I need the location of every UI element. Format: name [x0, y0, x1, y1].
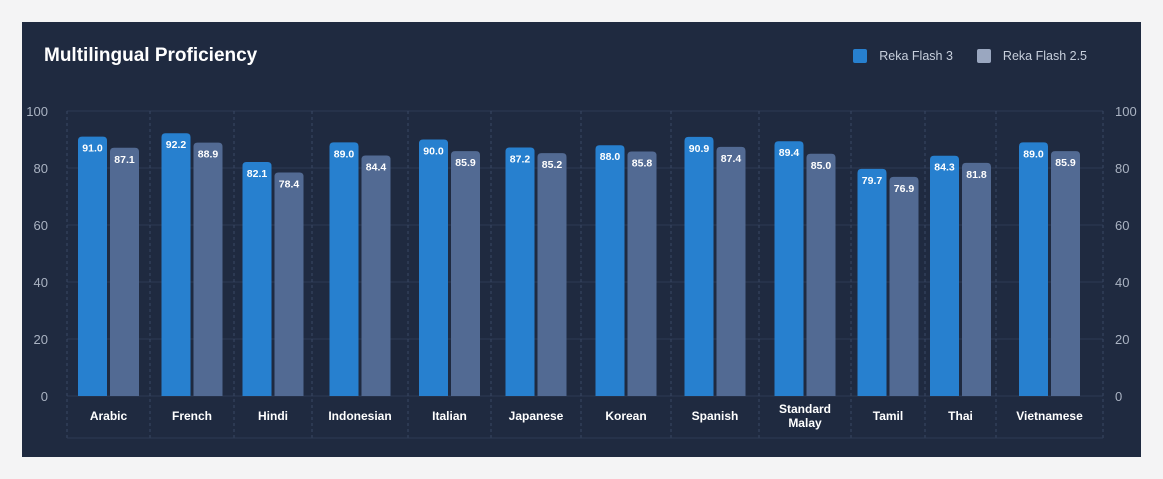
x-tick-label-tamil: Tamil [873, 409, 903, 423]
data-label-vietnamese-series-1: 85.9 [1055, 157, 1076, 169]
data-label-standard-malay-series-0: 89.4 [779, 147, 800, 159]
bar-arabic-series-1 [110, 147, 139, 396]
y-tick-right-20: 20 [1115, 332, 1129, 347]
data-label-spanish-series-1: 87.4 [721, 153, 742, 165]
y-tick-right-0: 0 [1115, 389, 1122, 404]
bar-japanese-series-0 [505, 147, 535, 396]
data-label-french-series-0: 92.2 [166, 139, 187, 151]
data-label-japanese-series-0: 87.2 [510, 153, 531, 165]
data-label-japanese-series-1: 85.2 [542, 159, 563, 171]
data-label-italian-series-1: 85.9 [455, 157, 476, 169]
bar-italian-series-0 [419, 139, 448, 396]
bar-standard-malay-series-1 [806, 153, 836, 396]
y-tick-left-20: 20 [34, 332, 48, 347]
legend: Reka Flash 3 Reka Flash 2.5 [853, 49, 1087, 63]
bar-indonesian-series-0 [329, 142, 359, 396]
x-tick-label-thai: Thai [948, 409, 973, 423]
bar-hindi-series-1 [274, 172, 304, 396]
data-label-french-series-1: 88.9 [198, 149, 219, 161]
data-label-korean-series-0: 88.0 [600, 151, 621, 163]
bar-vietnamese-series-0 [1019, 142, 1048, 396]
bar-japanese-series-1 [537, 153, 567, 396]
x-tick-label-japanese: Japanese [509, 409, 564, 423]
chart-card: Multilingual Proficiency Reka Flash 3 Re… [22, 22, 1141, 457]
x-tick-label-korean: Korean [605, 409, 646, 423]
data-label-hindi-series-1: 78.4 [279, 179, 300, 191]
bar-standard-malay-series-0 [774, 141, 804, 396]
bar-spanish-series-1 [716, 146, 746, 396]
data-label-spanish-series-0: 90.9 [689, 143, 710, 155]
bar-french-series-0 [161, 133, 191, 396]
data-label-standard-malay-series-1: 85.0 [811, 160, 832, 172]
y-tick-right-60: 60 [1115, 218, 1129, 233]
y-tick-left-100: 100 [26, 104, 48, 119]
legend-item-reka-flash-2-5: Reka Flash 2.5 [976, 49, 1087, 63]
data-label-arabic-series-1: 87.1 [114, 154, 135, 166]
bar-vietnamese-series-1 [1051, 151, 1080, 396]
data-label-thai-series-1: 81.8 [966, 169, 987, 181]
y-tick-left-60: 60 [34, 218, 48, 233]
legend-label-reka-flash-2-5: Reka Flash 2.5 [1002, 49, 1087, 63]
x-tick-label-standard-malay-line-1: Malay [788, 416, 822, 430]
bar-thai-series-1 [962, 162, 991, 396]
x-tick-label-italian: Italian [432, 409, 467, 423]
data-label-korean-series-1: 85.8 [632, 157, 653, 169]
bar-chart: 0 0 20 20 40 40 60 60 80 80 100 100 91.0 87.1 Arabic 92… [26, 104, 1137, 439]
data-label-indonesian-series-1: 84.4 [366, 161, 387, 173]
x-tick-label-french: French [172, 409, 212, 423]
y-tick-right-40: 40 [1115, 275, 1129, 290]
data-label-arabic-series-0: 91.0 [82, 143, 103, 155]
legend-label-reka-flash-3: Reka Flash 3 [879, 49, 953, 63]
bar-korean-series-0 [595, 145, 625, 396]
data-label-thai-series-0: 84.3 [934, 162, 955, 174]
bar-arabic-series-0 [78, 136, 107, 396]
x-tick-label-spanish: Spanish [692, 409, 739, 423]
y-tick-left-40: 40 [34, 275, 48, 290]
legend-item-reka-flash-3: Reka Flash 3 [853, 49, 953, 63]
x-tick-label-vietnamese: Vietnamese [1016, 409, 1083, 423]
bar-thai-series-0 [930, 155, 959, 396]
bar-tamil-series-0 [857, 168, 887, 396]
data-label-indonesian-series-0: 89.0 [334, 148, 355, 160]
y-tick-right-100: 100 [1115, 104, 1137, 119]
chart-title: Multilingual Proficiency [44, 45, 258, 66]
bar-hindi-series-0 [242, 162, 272, 396]
data-label-italian-series-0: 90.0 [423, 146, 444, 158]
data-label-tamil-series-0: 79.7 [862, 175, 883, 187]
x-tick-label-standard-malay-line-0: Standard [779, 402, 831, 416]
bar-indonesian-series-1 [361, 155, 391, 396]
bar-french-series-1 [193, 142, 223, 396]
y-tick-left-0: 0 [41, 389, 48, 404]
x-tick-label-hindi: Hindi [258, 409, 288, 423]
legend-swatch-reka-flash-3 [853, 49, 868, 63]
y-tick-left-80: 80 [34, 161, 48, 176]
bar-korean-series-1 [627, 151, 657, 396]
x-tick-label-arabic: Arabic [90, 409, 128, 423]
bar-spanish-series-0 [684, 136, 714, 396]
x-tick-label-indonesian: Indonesian [328, 409, 391, 423]
legend-swatch-reka-flash-2-5 [976, 49, 991, 63]
data-label-vietnamese-series-0: 89.0 [1023, 148, 1044, 160]
data-label-tamil-series-1: 76.9 [894, 183, 915, 195]
bar-tamil-series-1 [889, 176, 919, 396]
y-tick-right-80: 80 [1115, 161, 1129, 176]
bar-italian-series-1 [451, 151, 480, 396]
data-label-hindi-series-0: 82.1 [247, 168, 268, 180]
